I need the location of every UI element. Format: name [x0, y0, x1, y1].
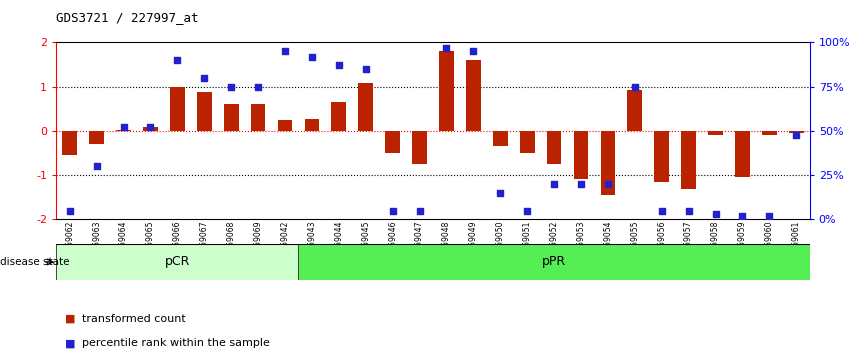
Point: [520, 208, 534, 213]
Point: [171, 57, 184, 63]
Bar: [116, 130, 131, 131]
Point: [440, 45, 454, 51]
Bar: [197, 92, 211, 131]
Point: [601, 181, 615, 187]
Text: disease state: disease state: [0, 257, 69, 267]
Point: [467, 48, 481, 54]
Point: [655, 208, 669, 213]
Point: [144, 125, 158, 130]
Point: [708, 211, 722, 217]
Point: [332, 63, 346, 68]
Text: pPR: pPR: [542, 256, 566, 268]
Point: [789, 132, 803, 137]
Bar: [62, 131, 77, 155]
Bar: [682, 131, 696, 188]
Point: [224, 84, 238, 90]
Bar: [439, 51, 454, 131]
Point: [63, 208, 77, 213]
Point: [547, 181, 561, 187]
Bar: [520, 131, 534, 153]
Point: [197, 75, 211, 81]
Bar: [143, 127, 158, 131]
Bar: [412, 131, 427, 164]
Point: [385, 208, 399, 213]
Point: [682, 208, 695, 213]
Bar: [250, 104, 266, 131]
Bar: [385, 131, 400, 153]
Bar: [89, 131, 104, 144]
Point: [628, 84, 642, 90]
Point: [412, 208, 426, 213]
Bar: [655, 131, 669, 182]
Bar: [278, 120, 293, 131]
Point: [305, 54, 319, 59]
Bar: [627, 90, 643, 131]
Point: [494, 190, 507, 196]
Bar: [223, 104, 239, 131]
Text: pCR: pCR: [165, 256, 190, 268]
Bar: [735, 131, 750, 177]
Bar: [305, 119, 320, 131]
Text: percentile rank within the sample: percentile rank within the sample: [82, 338, 270, 348]
Bar: [299, 244, 810, 280]
Bar: [466, 60, 481, 131]
Point: [762, 213, 776, 219]
Point: [359, 66, 372, 72]
Text: ■: ■: [65, 314, 75, 324]
Bar: [56, 244, 299, 280]
Text: transformed count: transformed count: [82, 314, 186, 324]
Bar: [170, 87, 184, 131]
Bar: [546, 131, 561, 164]
Point: [117, 125, 131, 130]
Bar: [332, 102, 346, 131]
Point: [251, 84, 265, 90]
Bar: [493, 131, 507, 147]
Text: GDS3721 / 227997_at: GDS3721 / 227997_at: [56, 11, 199, 24]
Text: ■: ■: [65, 338, 75, 348]
Bar: [359, 83, 373, 131]
Point: [278, 48, 292, 54]
Bar: [762, 131, 777, 136]
Bar: [600, 131, 616, 195]
Bar: [708, 131, 723, 136]
Bar: [573, 131, 588, 179]
Bar: [789, 131, 804, 133]
Point: [574, 181, 588, 187]
Point: [735, 213, 749, 219]
Point: [90, 164, 104, 169]
